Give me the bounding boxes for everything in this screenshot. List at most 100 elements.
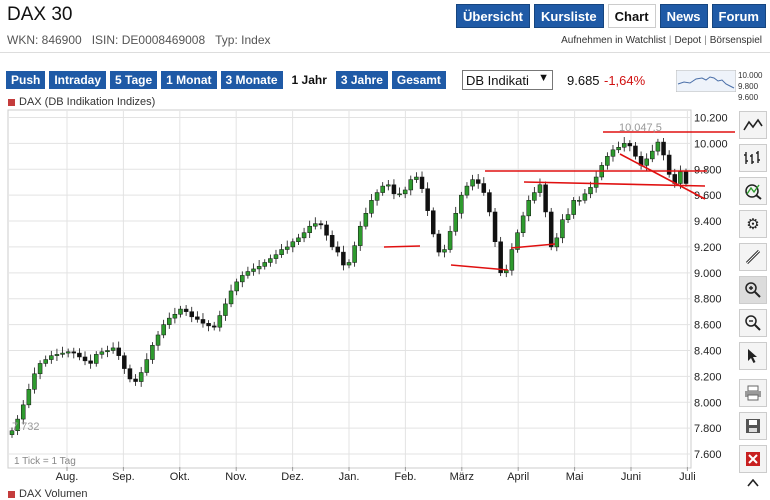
candle	[464, 185, 470, 196]
isin: ISIN: DE0008469008	[91, 33, 206, 47]
candle	[195, 316, 200, 320]
delete-icon[interactable]	[739, 445, 767, 473]
candle	[543, 184, 548, 213]
candle	[144, 359, 150, 373]
candle	[189, 311, 194, 318]
mini-chart[interactable]	[676, 70, 736, 92]
pointer-icon[interactable]	[739, 342, 767, 370]
mini-label: 9.800	[738, 82, 759, 91]
candle	[560, 219, 565, 239]
trend-line	[450, 264, 509, 271]
low-label: 7.732	[12, 421, 40, 433]
candle	[492, 211, 498, 242]
candle	[262, 262, 267, 267]
depot-link[interactable]: Depot	[674, 35, 702, 46]
x-tick-label: März	[450, 471, 474, 483]
candle	[341, 251, 346, 266]
candle	[88, 360, 93, 364]
candle	[419, 176, 425, 189]
period-1-jahr[interactable]: 1 Jahr	[286, 71, 332, 89]
last-price: 9.685	[567, 73, 600, 88]
print-icon[interactable]	[739, 379, 767, 407]
chart-toolbar: ⚙	[738, 111, 768, 493]
candle	[240, 275, 245, 283]
x-tick-label: Dez.	[281, 471, 304, 483]
candle	[616, 146, 621, 151]
period-push[interactable]: Push	[6, 71, 46, 89]
period-3-monate[interactable]: 3 Monate	[220, 71, 283, 89]
candle	[122, 355, 127, 369]
candle	[346, 262, 352, 266]
boersenspiel-link[interactable]: Börsenspiel	[709, 35, 762, 46]
period-3-jahre[interactable]: 3 Jahre	[335, 71, 388, 89]
save-icon[interactable]	[739, 412, 767, 440]
indicator-icon[interactable]	[739, 177, 767, 205]
candle	[155, 334, 161, 346]
candle	[150, 345, 155, 360]
tab-uebersicht[interactable]: Übersicht	[456, 4, 530, 28]
tab-chart[interactable]: Chart	[607, 4, 656, 28]
x-tick-label: Juli	[679, 471, 696, 483]
candle	[54, 354, 60, 356]
candle	[548, 211, 554, 248]
candle	[105, 350, 110, 353]
top-navigation: Übersicht Kursliste Chart News Forum	[456, 4, 766, 28]
candle	[223, 303, 228, 316]
candle	[251, 268, 256, 272]
settings-icon[interactable]: ⚙	[739, 210, 767, 238]
candle	[324, 224, 329, 236]
period-intraday[interactable]: Intraday	[49, 71, 107, 89]
candle	[397, 193, 402, 196]
candle	[431, 210, 436, 235]
security-meta: WKN: 846900 ISIN: DE0008469008 Typ: Inde…	[7, 33, 271, 47]
typ: Typ: Index	[215, 33, 271, 47]
y-tick-label: 9.200	[694, 242, 722, 254]
candle	[43, 359, 48, 364]
zoom-out-icon[interactable]	[739, 309, 767, 337]
candle	[526, 200, 531, 217]
y-tick-label: 9.000	[694, 268, 722, 280]
zoom-in-icon[interactable]	[739, 276, 767, 304]
candle	[94, 354, 99, 364]
candle	[532, 192, 537, 201]
price-chart[interactable]: 7.600 7.800 8.000 8.200 8.400 8.600 8.800 9.000…	[0, 108, 735, 488]
candle	[633, 145, 638, 157]
period-gesamt[interactable]: Gesamt	[391, 71, 446, 89]
candle	[374, 192, 380, 201]
separator: |	[704, 35, 707, 46]
tab-kursliste[interactable]: Kursliste	[533, 4, 604, 28]
period-selector: Push Intraday 5 Tage 1 Monat 3 Monate 1 …	[6, 71, 446, 89]
candle	[475, 179, 481, 184]
candle	[161, 324, 166, 336]
candle	[357, 225, 363, 246]
draw-line-icon[interactable]	[739, 243, 767, 271]
watchlist-link[interactable]: Aufnehmen in Watchlist	[561, 35, 666, 46]
period-5-tage[interactable]: 5 Tage	[110, 71, 158, 89]
candle	[402, 189, 408, 195]
line-chart-icon[interactable]	[739, 111, 767, 139]
y-tick-label: 10.000	[694, 138, 728, 150]
exchange-select[interactable]: DB Indikati ▼	[462, 70, 553, 90]
candle	[414, 176, 419, 180]
candle	[82, 356, 88, 362]
candle	[110, 347, 116, 351]
candle	[256, 266, 262, 270]
bar-chart-icon[interactable]	[739, 144, 767, 172]
candle	[217, 315, 223, 328]
period-1-monat[interactable]: 1 Monat	[161, 71, 217, 89]
high-label: 10.047,5	[619, 122, 662, 134]
x-tick-label: Feb.	[394, 471, 416, 483]
candle	[537, 184, 543, 193]
candle	[588, 187, 593, 195]
y-tick-label: 9.400	[694, 216, 722, 228]
candle	[655, 141, 661, 152]
tab-news[interactable]: News	[659, 4, 708, 28]
candle	[515, 232, 520, 250]
candle	[37, 363, 43, 375]
y-tick-label: 8.800	[694, 294, 722, 306]
expand-icon[interactable]	[739, 478, 767, 488]
candle	[77, 352, 82, 358]
tab-forum[interactable]: Forum	[711, 4, 766, 28]
exchange-select-value: DB Indikati	[466, 72, 529, 88]
y-tick-label: 9.600	[694, 190, 722, 202]
